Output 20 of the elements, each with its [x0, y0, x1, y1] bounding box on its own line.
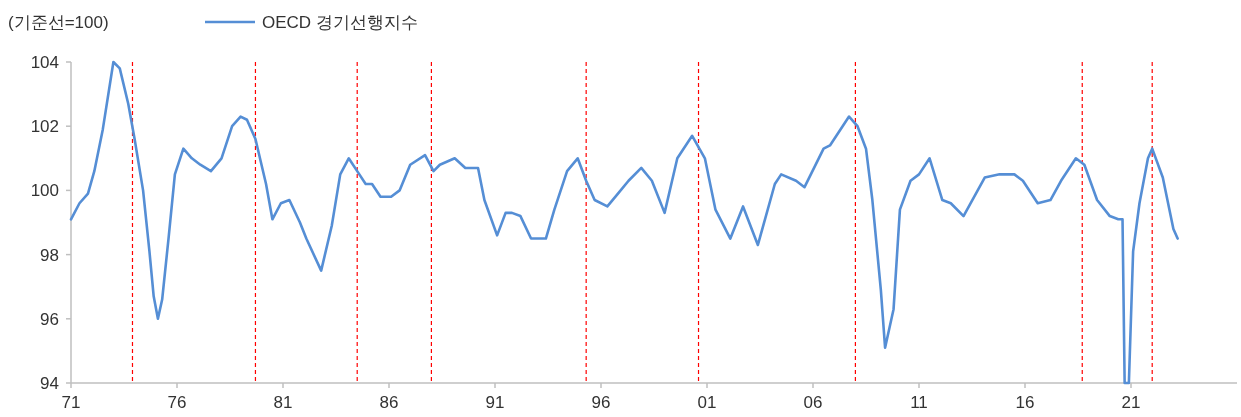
x-tick-label: 01 — [697, 393, 717, 412]
legend: OECD 경기선행지수 — [205, 13, 418, 32]
y-tick-label: 94 — [40, 374, 59, 393]
y-tick-label: 102 — [30, 117, 59, 137]
x-tick-label: 91 — [485, 393, 505, 412]
x-tick-label: 86 — [379, 393, 399, 412]
legend-label: OECD 경기선행지수 — [262, 13, 418, 32]
x-tick-label: 21 — [1121, 393, 1141, 412]
x-tick-label: 76 — [167, 393, 187, 412]
x-tick-label: 71 — [61, 393, 81, 412]
x-tick-label: 06 — [803, 393, 823, 412]
x-tick-label: 96 — [591, 393, 611, 412]
y-tick-label: 98 — [40, 245, 59, 265]
x-tick-label: 11 — [910, 393, 928, 412]
x-tick-label: 81 — [273, 393, 293, 412]
x-tick-label: 16 — [1015, 393, 1035, 412]
y-tick-label: 104 — [30, 53, 59, 72]
y-tick-label: 96 — [40, 309, 59, 329]
y-tick-label: 100 — [30, 181, 59, 201]
y-axis-title: (기준선=100) — [8, 13, 109, 32]
